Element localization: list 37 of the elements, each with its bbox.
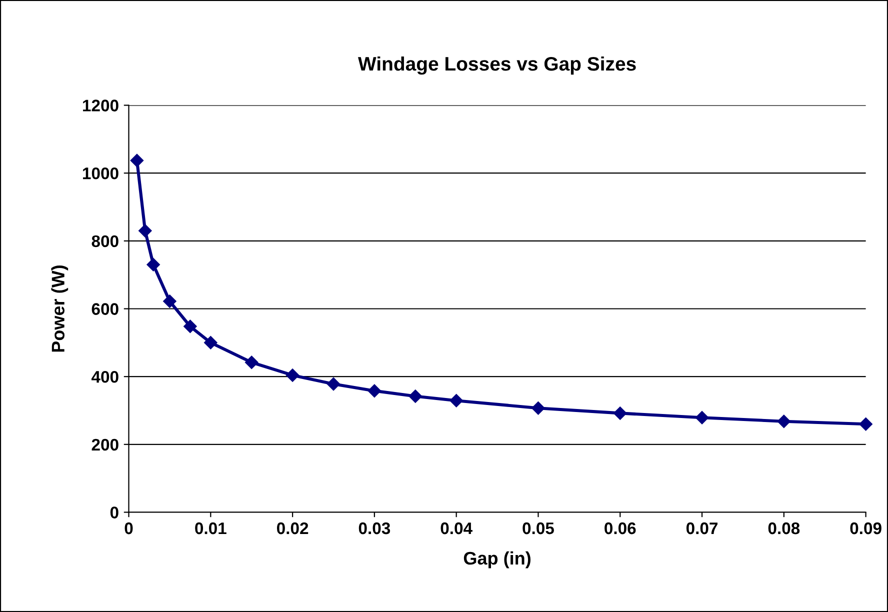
point	[408, 390, 422, 403]
y-tick-label: 1200	[83, 100, 118, 112]
point	[326, 377, 340, 391]
x-tick-label: 0.08	[768, 522, 800, 534]
point	[286, 368, 300, 382]
x-tick-label: 0.07	[686, 522, 718, 534]
point	[532, 402, 545, 415]
point	[245, 356, 258, 369]
y-axis-title: Power (W)	[51, 266, 68, 352]
point	[695, 411, 709, 424]
x-tick-label: 0.09	[850, 522, 882, 534]
x-tick-label: 0.02	[276, 522, 308, 534]
x-tick-label: 0	[124, 522, 133, 534]
point	[138, 224, 152, 238]
point	[146, 258, 160, 272]
point	[859, 417, 872, 431]
x-tick-label: 0.05	[522, 522, 554, 534]
point	[204, 336, 218, 350]
point	[130, 154, 144, 168]
y-tick-label: 600	[92, 303, 118, 315]
y-tick-label: 200	[92, 438, 118, 451]
chart-title: Windage Losses vs Gap Sizes	[358, 56, 636, 75]
x-tick-label: 0.03	[358, 522, 390, 534]
point	[184, 320, 197, 333]
point	[368, 384, 382, 398]
y-tick-label: 1000	[83, 167, 118, 180]
point	[163, 294, 176, 308]
y-tick-label: 0	[110, 506, 118, 518]
x-tick-label: 0.04	[440, 522, 472, 534]
x-axis-title: Gap (in)	[464, 551, 530, 568]
point	[777, 414, 790, 428]
y-tick-label: 800	[92, 235, 118, 248]
x-tick-label: 0.01	[195, 522, 226, 534]
point	[614, 406, 627, 420]
x-tick-label: 0.06	[604, 522, 636, 534]
y-tick-label: 400	[91, 370, 118, 383]
point	[450, 394, 463, 408]
